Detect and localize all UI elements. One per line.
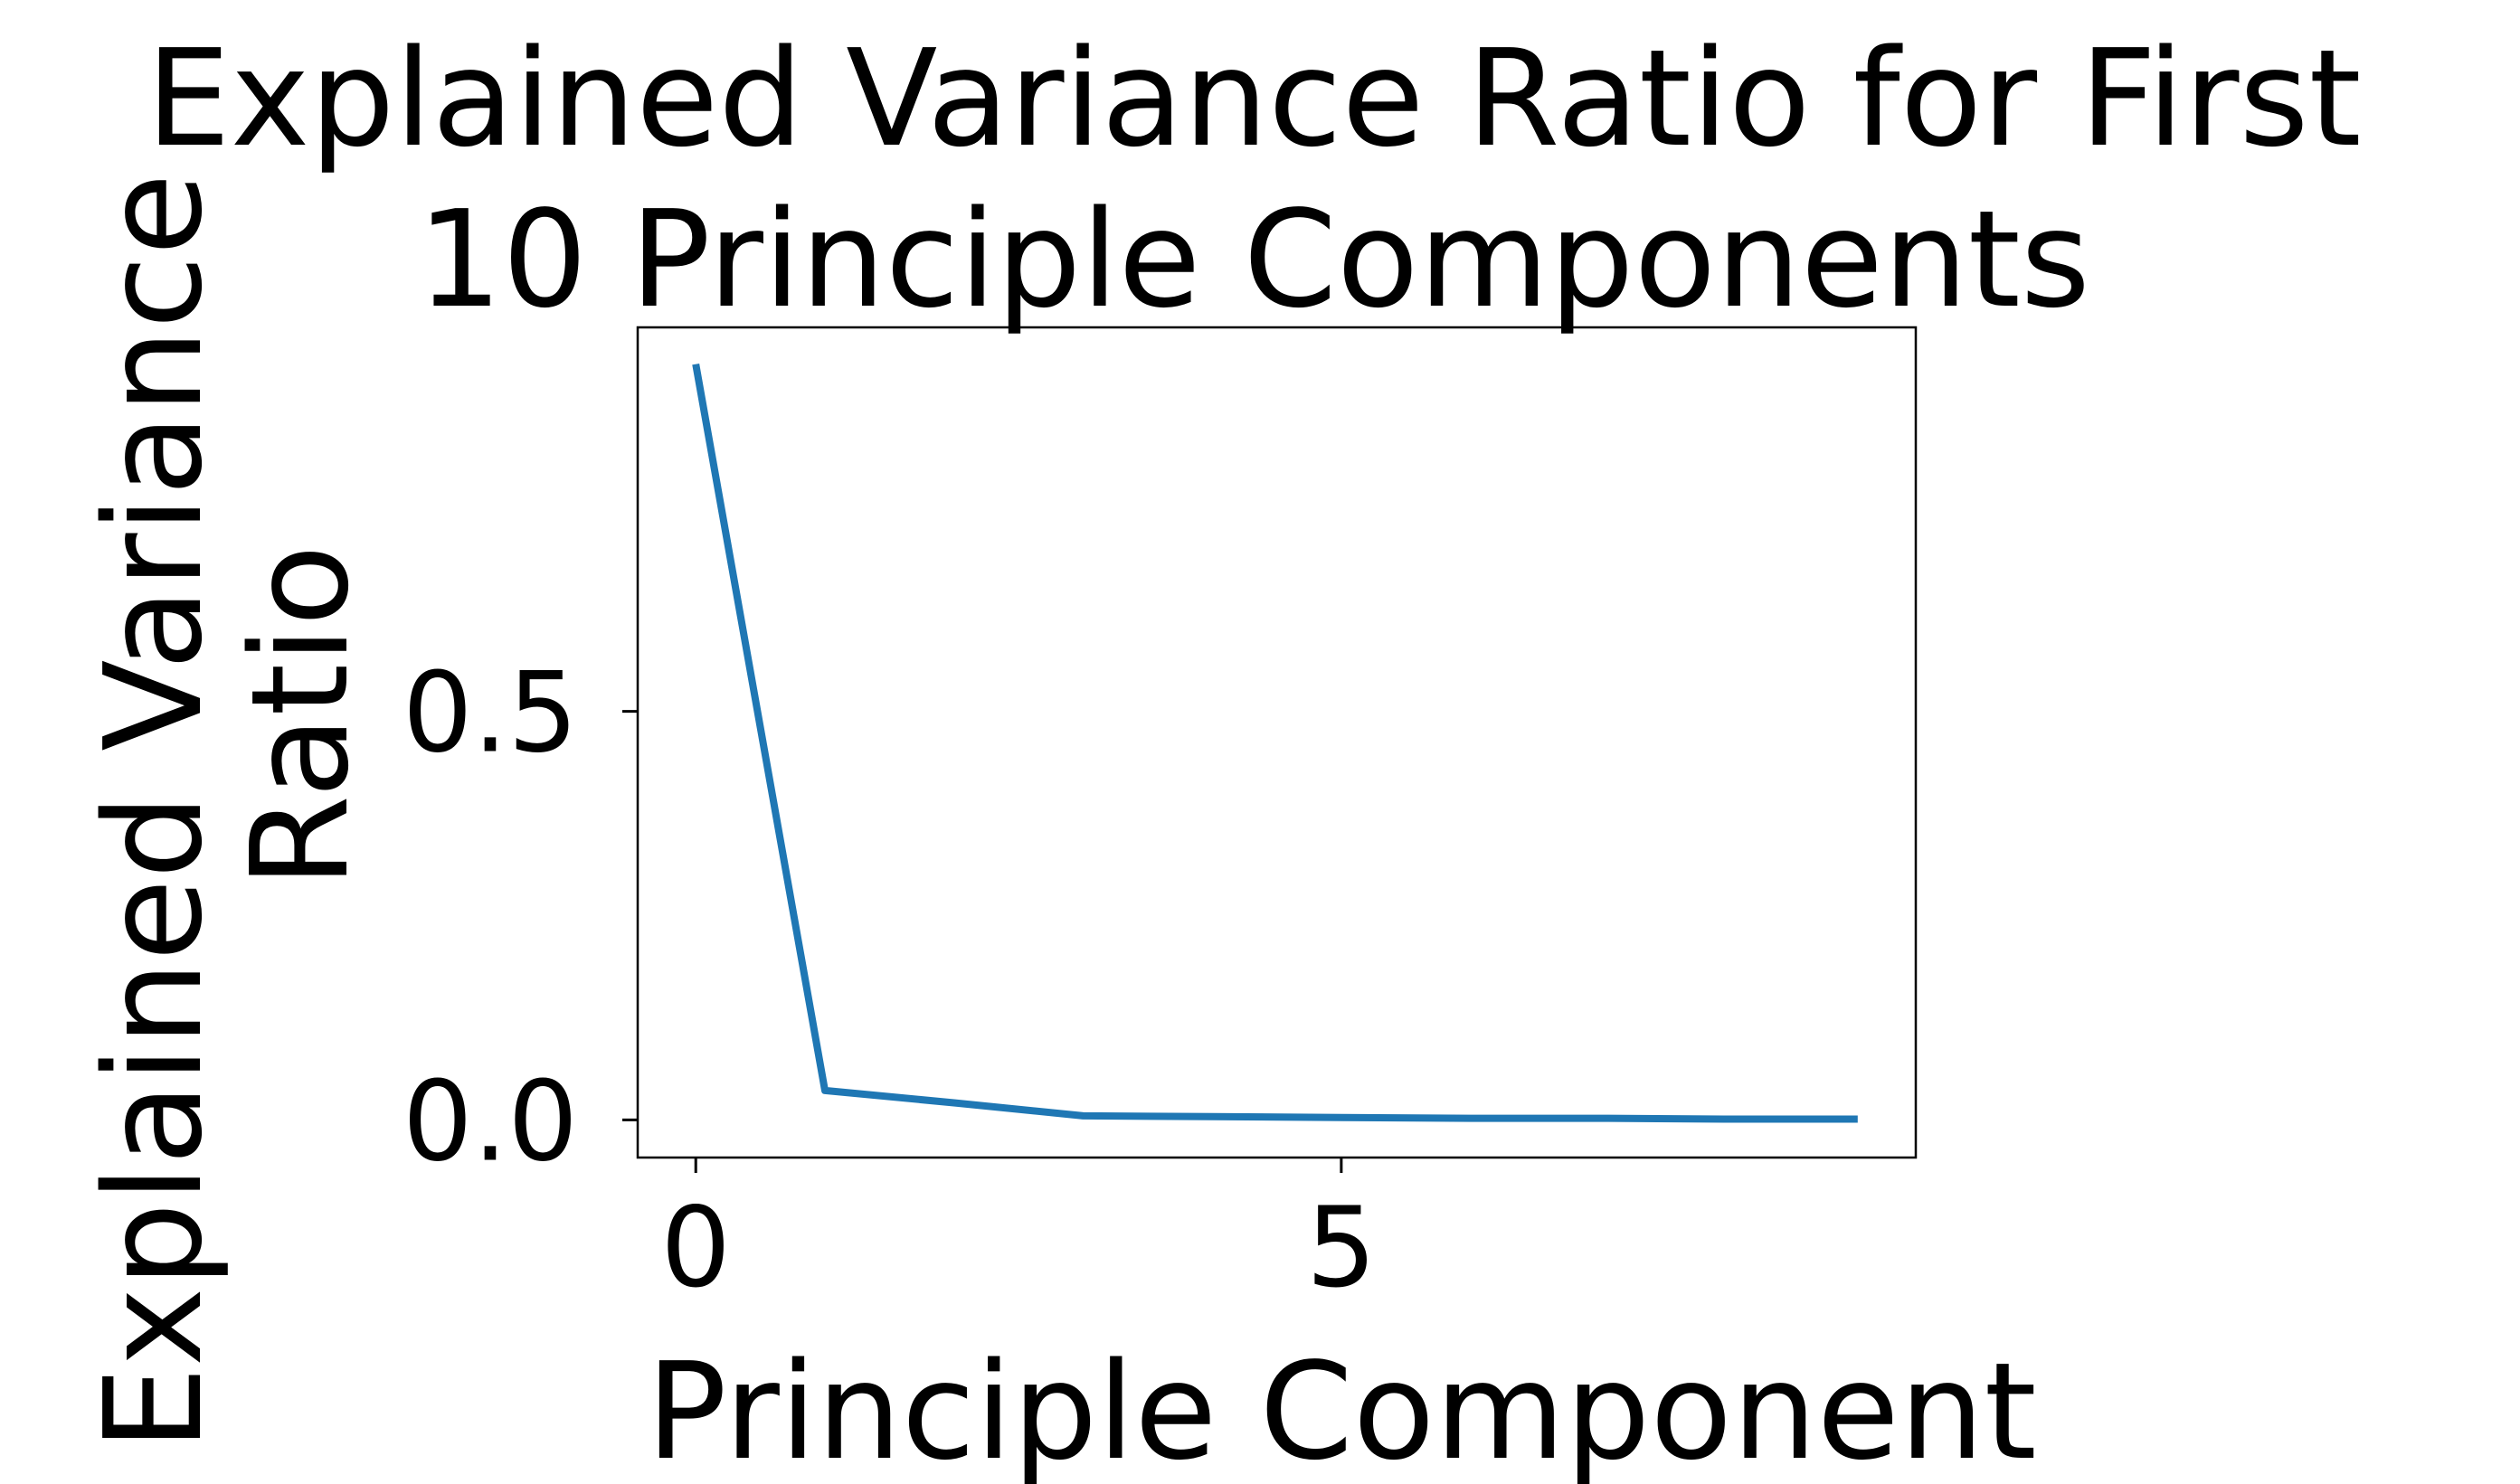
y-tick-label-0: 0.0 [403, 1057, 578, 1186]
x-tick-label-0: 0 [660, 1184, 731, 1312]
series-line-0 [692, 363, 1858, 1123]
y-tick-label-1: 0.5 [403, 649, 578, 778]
x-axis-label: Principle Component [646, 1334, 2036, 1484]
plot-layer: 0 5 0.0 0.5 [403, 363, 1858, 1312]
y-axis-label-line-2: Ratio [223, 544, 378, 888]
plot-frame [636, 326, 1918, 1159]
x-tick-label-1: 5 [1306, 1184, 1377, 1312]
y-axis-label: Explained Variance Ratio [76, 173, 378, 1451]
chart-title-line-1: Explained Variance Ratio for First [146, 21, 2361, 176]
chart-title-line-2: 10 Principle Components [417, 182, 2090, 337]
y-axis-label-line-1: Explained Variance [76, 173, 232, 1451]
